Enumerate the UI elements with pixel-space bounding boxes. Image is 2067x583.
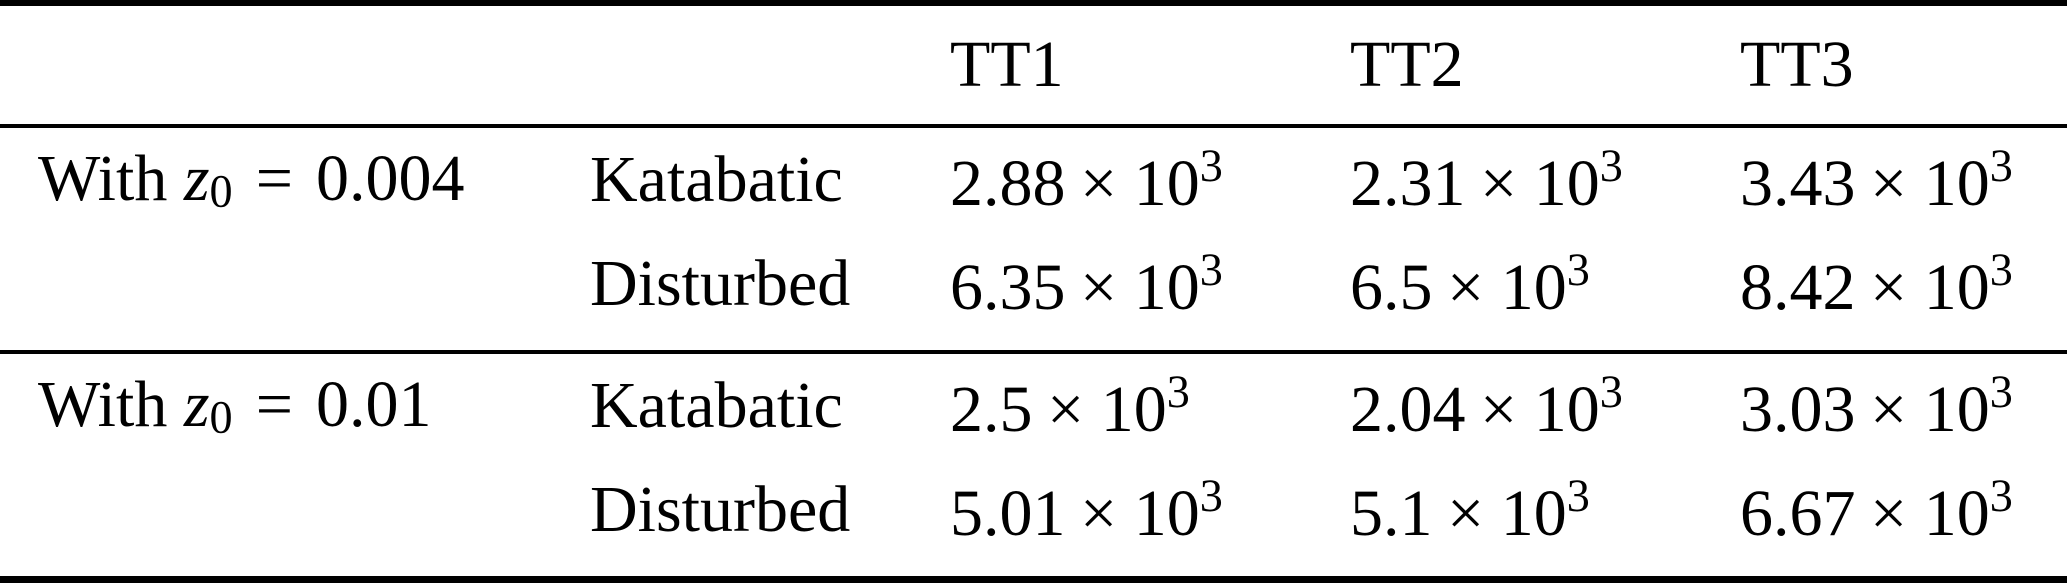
- row-group-label: With z0 = 0.01: [0, 352, 590, 458]
- times-ten: × 10: [1080, 477, 1200, 550]
- value-cell: 5.01 × 103: [950, 458, 1350, 580]
- row-group-label-empty: [0, 458, 590, 580]
- equals-sign: =: [255, 367, 293, 441]
- value-exponent: 3: [1166, 365, 1190, 417]
- with-text: With: [38, 367, 168, 441]
- times-ten: × 10: [1480, 373, 1600, 446]
- times-ten: × 10: [1080, 251, 1200, 324]
- value-exponent: 3: [1199, 469, 1223, 521]
- value-exponent: 3: [1199, 243, 1223, 295]
- value-exponent: 3: [1989, 139, 2013, 191]
- roughness-value: 0.004: [316, 141, 465, 215]
- table-row: Disturbed 6.35 × 103 6.5 × 103 8.42 × 103: [0, 232, 2067, 352]
- header-empty-cell: [0, 3, 590, 126]
- value-cell: 8.42 × 103: [1740, 232, 2067, 352]
- value-exponent: 3: [1989, 469, 2013, 521]
- value-cell: 6.67 × 103: [1740, 458, 2067, 580]
- times-ten: × 10: [1080, 147, 1200, 220]
- header-empty-cell: [590, 3, 950, 126]
- value-mantissa: 3.03: [1740, 373, 1856, 446]
- header-row: TT1 TT2 TT3: [0, 3, 2067, 126]
- value-exponent: 3: [1599, 365, 1623, 417]
- times-ten: × 10: [1447, 251, 1567, 324]
- value-mantissa: 2.31: [1350, 147, 1466, 220]
- times-ten: × 10: [1480, 147, 1600, 220]
- value-cell: 3.43 × 103: [1740, 126, 2067, 232]
- equals-sign: =: [255, 141, 293, 215]
- z-subscript: 0: [209, 391, 233, 443]
- value-mantissa: 6.35: [950, 251, 1066, 324]
- times-ten: × 10: [1870, 251, 1990, 324]
- value-cell: 5.1 × 103: [1350, 458, 1740, 580]
- value-cell: 2.5 × 103: [950, 352, 1350, 458]
- times-ten: × 10: [1870, 373, 1990, 446]
- value-cell: 3.03 × 103: [1740, 352, 2067, 458]
- value-mantissa: 8.42: [1740, 251, 1856, 324]
- value-exponent: 3: [1566, 243, 1590, 295]
- value-cell: 2.31 × 103: [1350, 126, 1740, 232]
- value-mantissa: 6.67: [1740, 477, 1856, 550]
- value-exponent: 3: [1566, 469, 1590, 521]
- value-cell: 2.04 × 103: [1350, 352, 1740, 458]
- value-exponent: 3: [1989, 365, 2013, 417]
- roughness-value: 0.01: [316, 367, 432, 441]
- condition-label: Disturbed: [590, 473, 851, 546]
- column-header-tt2: TT2: [1350, 28, 1464, 101]
- z-subscript: 0: [209, 165, 233, 217]
- condition-label: Disturbed: [590, 247, 851, 320]
- value-mantissa: 3.43: [1740, 147, 1856, 220]
- value-mantissa: 2.88: [950, 147, 1066, 220]
- table-row: With z0 = 0.01 Katabatic 2.5 × 103 2.04 × …: [0, 352, 2067, 458]
- with-text: With: [38, 141, 168, 215]
- value-exponent: 3: [1599, 139, 1623, 191]
- value-exponent: 3: [1989, 243, 2013, 295]
- value-mantissa: 2.5: [950, 373, 1033, 446]
- times-ten: × 10: [1047, 373, 1167, 446]
- condition-label: Katabatic: [590, 143, 843, 216]
- row-group-z0-001: With z0 = 0.01 Katabatic 2.5 × 103 2.04 × …: [0, 352, 2067, 580]
- value-mantissa: 2.04: [1350, 373, 1466, 446]
- times-ten: × 10: [1447, 477, 1567, 550]
- condition-label: Katabatic: [590, 369, 843, 442]
- column-header-tt1: TT1: [950, 28, 1064, 101]
- z-symbol: z: [183, 141, 210, 215]
- value-cell: 2.88 × 103: [950, 126, 1350, 232]
- value-mantissa: 5.01: [950, 477, 1066, 550]
- z-symbol: z: [183, 367, 210, 441]
- row-group-label-empty: [0, 232, 590, 352]
- times-ten: × 10: [1870, 147, 1990, 220]
- table-row: Disturbed 5.01 × 103 5.1 × 103 6.67 × 103: [0, 458, 2067, 580]
- table-row: With z0 = 0.004 Katabatic 2.88 × 103 2.31…: [0, 126, 2067, 232]
- times-ten: × 10: [1870, 477, 1990, 550]
- row-group-label: With z0 = 0.004: [0, 126, 590, 232]
- row-group-z0-0004: With z0 = 0.004 Katabatic 2.88 × 103 2.31…: [0, 126, 2067, 352]
- value-exponent: 3: [1199, 139, 1223, 191]
- value-cell: 6.35 × 103: [950, 232, 1350, 352]
- value-mantissa: 6.5: [1350, 251, 1433, 324]
- value-mantissa: 5.1: [1350, 477, 1433, 550]
- column-header-tt3: TT3: [1740, 28, 1854, 101]
- value-cell: 6.5 × 103: [1350, 232, 1740, 352]
